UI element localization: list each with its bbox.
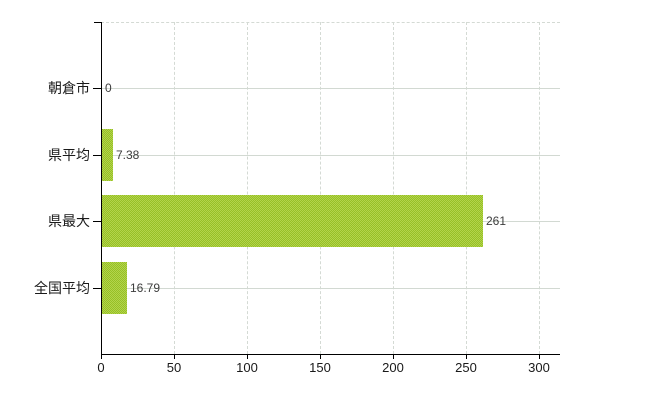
plot-top-border — [101, 22, 560, 23]
x-tick-label: 0 — [97, 360, 105, 375]
gridline-vertical — [320, 22, 321, 354]
gridline-vertical — [247, 22, 248, 354]
y-axis-tick — [93, 155, 101, 156]
y-axis — [101, 22, 102, 359]
gridline-vertical — [174, 22, 175, 354]
category-label: 全国平均 — [34, 280, 90, 296]
category-label: 県最大 — [48, 213, 90, 229]
bar-value-label: 16.79 — [130, 281, 161, 295]
gridline-horizontal — [102, 88, 560, 89]
x-axis — [101, 354, 560, 355]
bar — [102, 195, 483, 247]
x-axis-tick — [393, 355, 394, 359]
x-axis-tick — [539, 355, 540, 359]
x-tick-label: 50 — [166, 360, 182, 375]
x-tick-label: 300 — [528, 360, 550, 375]
bar-value-label: 7.38 — [116, 148, 140, 162]
category-label: 県平均 — [48, 147, 90, 163]
bar — [102, 129, 113, 181]
gridline-vertical — [539, 22, 540, 354]
x-axis-tick — [174, 355, 175, 359]
y-axis-tick — [93, 221, 101, 222]
x-tick-label: 200 — [382, 360, 404, 375]
bar — [102, 262, 127, 314]
x-tick-label: 100 — [236, 360, 258, 375]
bar-value-label: 0 — [105, 81, 112, 95]
y-axis-tick — [93, 288, 101, 289]
gridline-vertical — [466, 22, 467, 354]
x-tick-label: 150 — [309, 360, 331, 375]
x-axis-tick — [466, 355, 467, 359]
gridline-horizontal — [102, 155, 560, 156]
y-axis-top-tick — [94, 22, 101, 23]
bar-value-label: 261 — [486, 214, 507, 228]
gridline-vertical — [393, 22, 394, 354]
gridline-horizontal — [102, 288, 560, 289]
x-tick-label: 250 — [455, 360, 477, 375]
x-axis-tick — [101, 355, 102, 359]
category-label: 朝倉市 — [48, 80, 90, 96]
x-axis-tick — [247, 355, 248, 359]
x-axis-tick — [320, 355, 321, 359]
y-axis-tick — [93, 88, 101, 89]
